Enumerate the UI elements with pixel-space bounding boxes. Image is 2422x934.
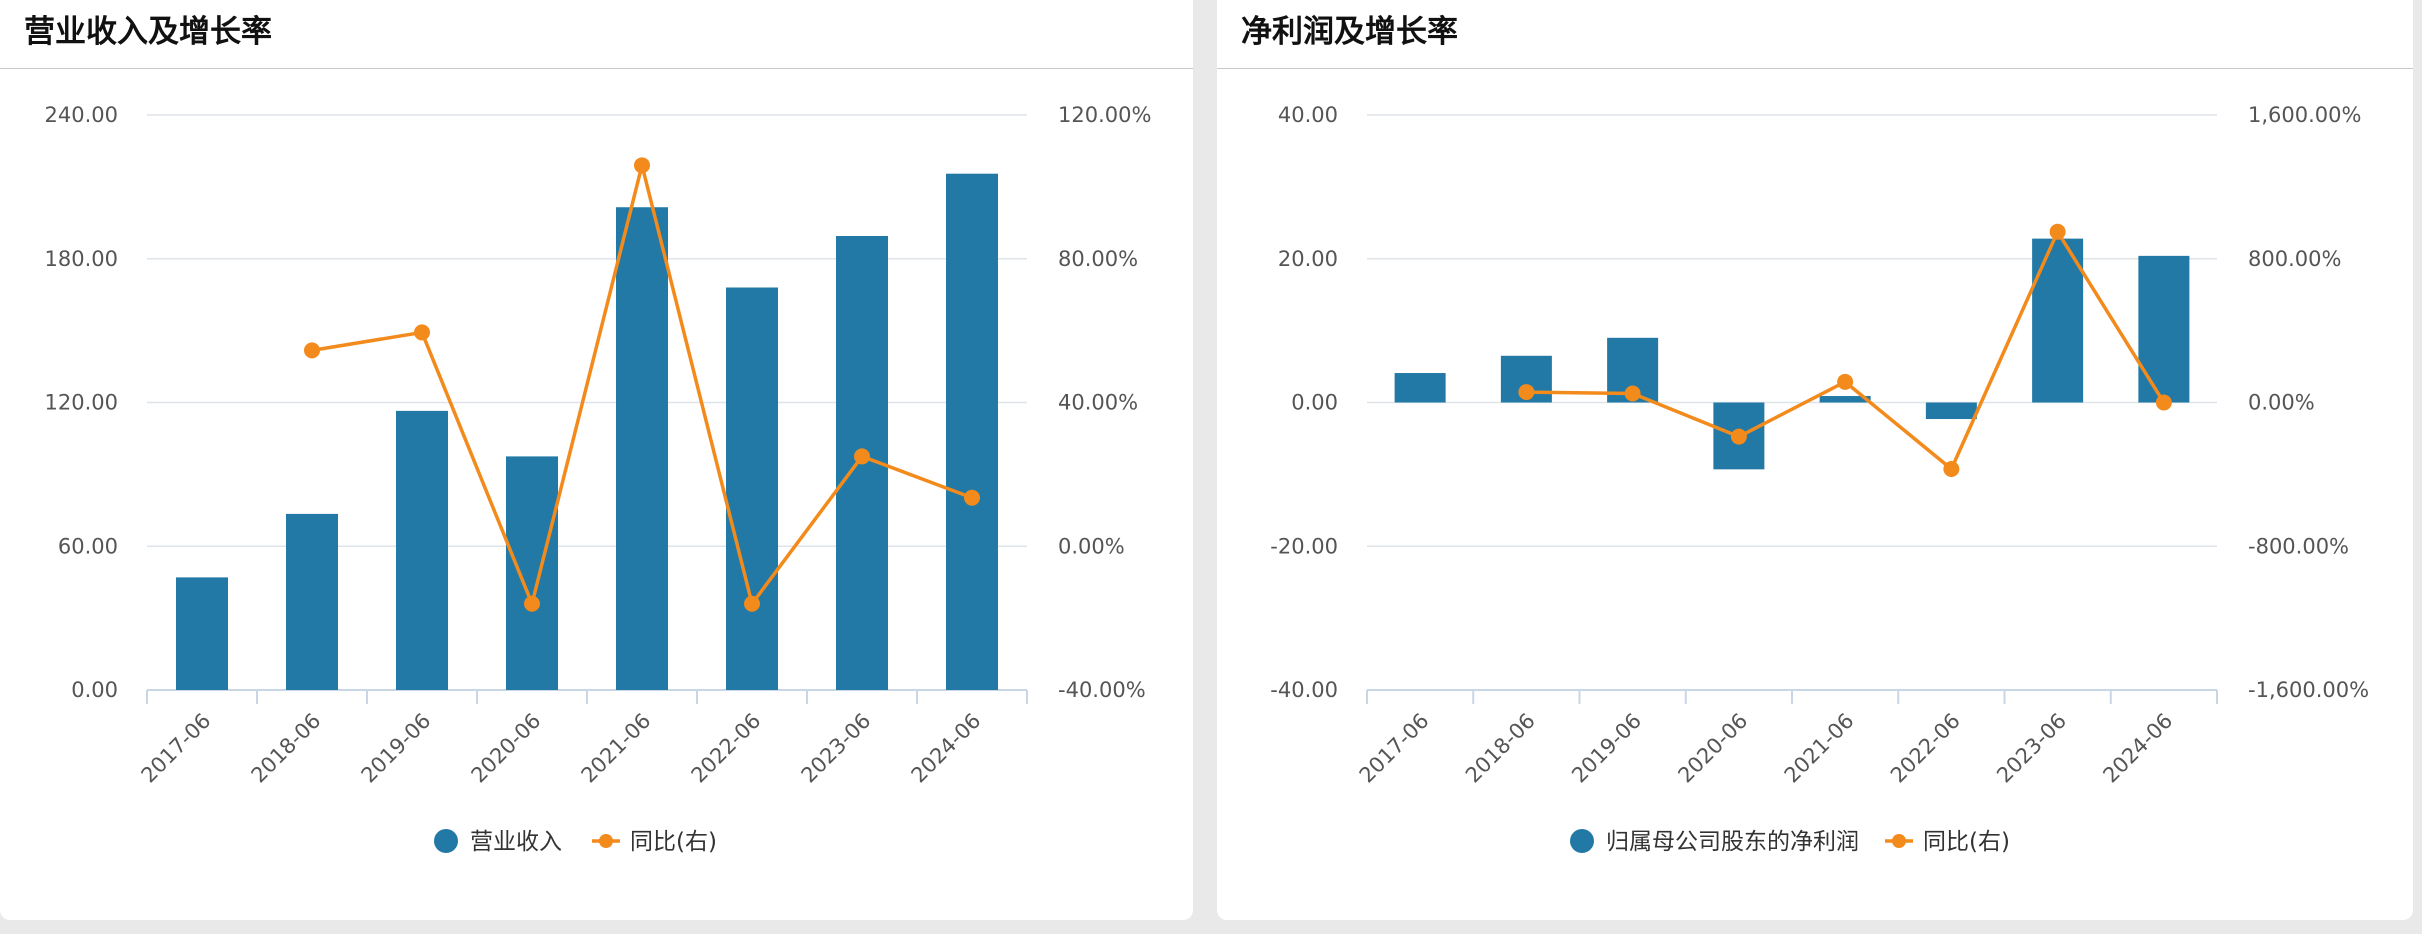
legend-line-dot (1892, 834, 1906, 848)
legend-bar-marker (1570, 829, 1594, 853)
growth-point-2020-06 (1730, 428, 1747, 445)
y-left-tick-label: 0.00 (1291, 391, 1338, 415)
growth-point-2024-06 (2155, 394, 2172, 411)
x-tick-label: 2023-06 (797, 709, 876, 788)
bar-2018-06 (286, 513, 338, 690)
growth-point-2019-06 (1624, 385, 1641, 402)
panel-title: 净利润及增长率 (1217, 0, 2413, 69)
bar-2022-06 (726, 287, 778, 690)
growth-point-2020-06 (524, 595, 540, 612)
y-right-tick-label: 120.00% (1058, 103, 1151, 127)
legend-label: 同比(右) (1923, 829, 2010, 855)
y-left-tick-label: 240.00 (45, 103, 118, 127)
y-right-tick-label: -1,600.00% (2248, 678, 2369, 702)
y-right-tick-label: 40.00% (1058, 391, 1138, 415)
net-profit-chart: 40.00 1,600.00% 20.00 800.00% 0.00 0.00% -20.0… (1270, 103, 2369, 855)
net-profit-panel: 净利润及增长率 (1217, 0, 2413, 920)
x-tick-label: 2024-06 (2098, 709, 2177, 788)
x-tick-label: 2017-06 (1355, 709, 1434, 788)
x-tick-label: 2017-06 (137, 709, 216, 788)
x-tick-label: 2022-06 (1886, 709, 1965, 788)
growth-point-2018-06 (304, 342, 320, 359)
growth-point-2022-06 (744, 595, 760, 612)
x-tick-label: 2022-06 (687, 709, 766, 788)
x-tick-label: 2020-06 (467, 709, 546, 788)
growth-point-2019-06 (414, 324, 430, 341)
y-left-tick-label: 0.00 (71, 678, 118, 702)
legend-line-dot (599, 834, 613, 848)
bar-2024-06 (2138, 255, 2190, 403)
panel-title: 营业收入及增长率 (0, 0, 1193, 69)
y-right-tick-label: 0.00% (2248, 391, 2315, 415)
y-left-tick-label: 40.00 (1278, 103, 1338, 127)
x-tick-label: 2024-06 (907, 709, 986, 788)
y-right-tick-label: -800.00% (2248, 534, 2349, 558)
bar-2022-06 (1925, 402, 1977, 420)
bar-2019-06 (396, 410, 448, 690)
bar-2017-06 (1394, 373, 1446, 403)
x-tick-label: 2019-06 (357, 709, 436, 788)
legend-bar-marker (434, 829, 458, 853)
revenue-chart: 240.00 120.00% 180.00 80.00% 120.00 40.00% 60.… (45, 103, 1152, 855)
bar-2020-06 (506, 456, 558, 690)
bar-2021-06 (1819, 396, 1871, 403)
y-left-tick-label: 120.00 (45, 391, 118, 415)
growth-point-2021-06 (634, 157, 650, 174)
x-tick-label: 2020-06 (1673, 709, 1752, 788)
legend-label: 同比(右) (630, 829, 717, 855)
y-left-tick-label: -40.00 (1270, 678, 1338, 702)
growth-point-2022-06 (1943, 460, 1960, 477)
y-left-tick-label: 60.00 (58, 534, 118, 558)
x-tick-label: 2018-06 (247, 709, 326, 788)
bar-2021-06 (616, 207, 668, 691)
legend-label: 营业收入 (470, 829, 562, 855)
bar-2017-06 (176, 577, 228, 690)
y-right-tick-label: 80.00% (1058, 247, 1138, 271)
growth-point-2024-06 (964, 489, 980, 506)
x-tick-label: 2021-06 (1780, 709, 1859, 788)
growth-point-2023-06 (2049, 223, 2066, 240)
x-tick-label: 2019-06 (1567, 709, 1646, 788)
x-tick-label: 2021-06 (577, 709, 656, 788)
x-tick-label: 2018-06 (1461, 709, 1540, 788)
bar-2024-06 (946, 173, 998, 690)
y-left-tick-label: 20.00 (1278, 247, 1338, 271)
y-left-tick-label: -20.00 (1270, 534, 1338, 558)
y-right-tick-label: -40.00% (1058, 678, 1146, 702)
y-right-tick-label: 0.00% (1058, 534, 1125, 558)
growth-point-2023-06 (854, 448, 870, 465)
y-left-tick-label: 180.00 (45, 247, 118, 271)
growth-point-2018-06 (1518, 384, 1535, 401)
growth-point-2021-06 (1837, 373, 1854, 390)
legend-label: 归属母公司股东的净利润 (1606, 829, 1859, 855)
y-right-tick-label: 1,600.00% (2248, 103, 2361, 127)
y-right-tick-label: 800.00% (2248, 247, 2341, 271)
x-tick-label: 2023-06 (1992, 709, 2071, 788)
